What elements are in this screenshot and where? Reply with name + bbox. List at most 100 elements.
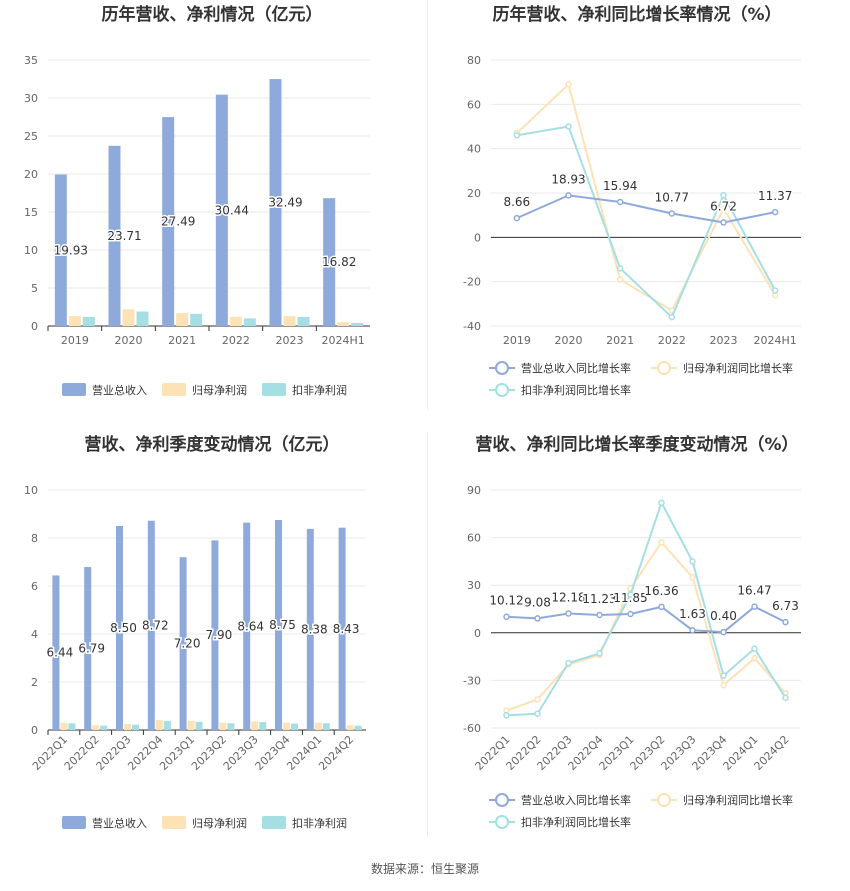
series-point (751, 654, 758, 662)
series-line-deducted-profit-growth (506, 500, 787, 717)
series-point (782, 618, 789, 626)
legend-label: 归母净利润 (192, 816, 247, 830)
bar-revenue (116, 526, 123, 730)
bar-revenue (323, 198, 336, 326)
series-point (596, 650, 603, 657)
bar-revenue (275, 520, 282, 730)
data-label: 6.79 (78, 642, 105, 656)
bar-deducted-profit (351, 322, 364, 326)
y-tick-label: 20 (467, 187, 481, 200)
y-tick-label: 60 (467, 532, 481, 545)
legend-swatch (262, 383, 286, 396)
series-point (513, 214, 521, 222)
chart-title: 历年营收、净利情况（亿元） (102, 4, 323, 25)
series-point (565, 81, 572, 88)
legend-swatch (162, 383, 186, 396)
data-label: 15.94 (603, 179, 637, 193)
legend-marker (495, 793, 509, 807)
series-point (771, 287, 779, 294)
series-point (658, 603, 665, 611)
data-label: 16.36 (644, 584, 678, 598)
data-label: 8.50 (110, 621, 137, 635)
legend-marker (495, 383, 509, 397)
x-tick-label: 2021 (606, 334, 634, 347)
series-point (616, 198, 624, 206)
bar-profit (283, 316, 296, 326)
series-point (668, 313, 676, 321)
bar-profit (229, 316, 242, 326)
bar-revenue (211, 540, 219, 730)
quarterly-revenue-profit-chart: 营收、净利季度变动情况（亿元）02468106.442022Q16.792022… (24, 434, 366, 830)
bar-profit (187, 720, 195, 730)
x-tick-label: 2024Q2 (752, 733, 792, 773)
series-point (720, 681, 727, 689)
panel-divider (427, 432, 428, 837)
data-label: 11.37 (758, 189, 792, 203)
bar-revenue (84, 567, 92, 730)
series-point (689, 574, 696, 581)
annual-revenue-profit-chart: 历年营收、净利情况（亿元） 0 5 10 15 20 25 30 35 19.93 2019 23.7… (24, 4, 370, 397)
data-label: 11.85 (613, 591, 647, 605)
data-label: 7.20 (174, 637, 201, 651)
series-point (668, 210, 676, 217)
data-label: 10.77 (655, 190, 689, 204)
quarterly-growth-chart: 营收、净利同比增长率季度变动情况（%）-60-3003060902022Q120… (463, 434, 801, 829)
data-label: 8.43 (333, 622, 360, 636)
x-tick-label: 2024H1 (754, 334, 797, 347)
series-line-profit-growth (506, 540, 787, 712)
bar-profit (251, 721, 259, 730)
bar-profit (283, 722, 290, 730)
y-tick-label: 4 (31, 628, 38, 641)
bar-profit (337, 322, 350, 326)
bar-deducted-profit (163, 720, 171, 730)
legend-marker (657, 793, 671, 807)
data-label: 9.08 (524, 595, 551, 609)
bar-profit (68, 316, 81, 326)
series-line-revenue-growth (516, 194, 776, 224)
legend-marker (495, 815, 509, 829)
y-tick-label: -40 (463, 320, 481, 333)
data-label: 10.12 (489, 594, 523, 608)
bar-deducted-profit (322, 723, 330, 730)
data-label: 6.44 (47, 646, 74, 660)
y-tick-label: 60 (467, 98, 481, 111)
bar-profit (122, 309, 135, 326)
bar-revenue (54, 174, 67, 326)
bar-deducted-profit (227, 723, 235, 730)
y-tick-label: 40 (467, 143, 481, 156)
bar-profit (60, 722, 68, 730)
x-tick-label: 2022 (222, 334, 250, 347)
series-point (565, 659, 572, 667)
y-tick-label: 2 (31, 676, 38, 689)
series-line-revenue-growth (506, 605, 786, 634)
legend-swatch (162, 816, 186, 829)
data-label: 1.63 (679, 607, 706, 621)
y-tick-label: 0 (474, 627, 481, 640)
series-point (720, 191, 727, 199)
bar-deducted-profit (259, 722, 267, 730)
data-label: 11.23 (582, 592, 616, 606)
x-tick-label: 2023 (276, 334, 304, 347)
y-tick-label: 35 (24, 54, 38, 67)
series-point (534, 615, 541, 622)
y-tick-label: 15 (24, 206, 38, 219)
data-label: 8.38 (301, 622, 328, 636)
legend-label: 归母净利润同比增长率 (683, 793, 793, 807)
legend-label: 营业总收入 (92, 383, 147, 397)
bar-deducted-profit (291, 723, 298, 730)
bar-revenue (179, 557, 187, 730)
legend-swatch (262, 816, 286, 829)
series-point (751, 645, 758, 652)
y-tick-label: 80 (467, 54, 481, 67)
series-point (503, 613, 510, 620)
series-point (627, 610, 634, 618)
y-tick-label: 0 (31, 320, 38, 333)
series-point (565, 123, 572, 130)
series-point (534, 710, 541, 717)
y-tick-label: 0 (31, 724, 38, 737)
series-point (596, 611, 603, 619)
series-point (616, 265, 624, 272)
x-tick-label: 2024H1 (322, 334, 365, 347)
quarterly-revenue-profit-panel: 营收、净利季度变动情况（亿元） 0 2 4 6 8 10 6.44 2022Q1 6.79 2022… (0, 430, 425, 860)
bar-revenue (147, 520, 155, 730)
